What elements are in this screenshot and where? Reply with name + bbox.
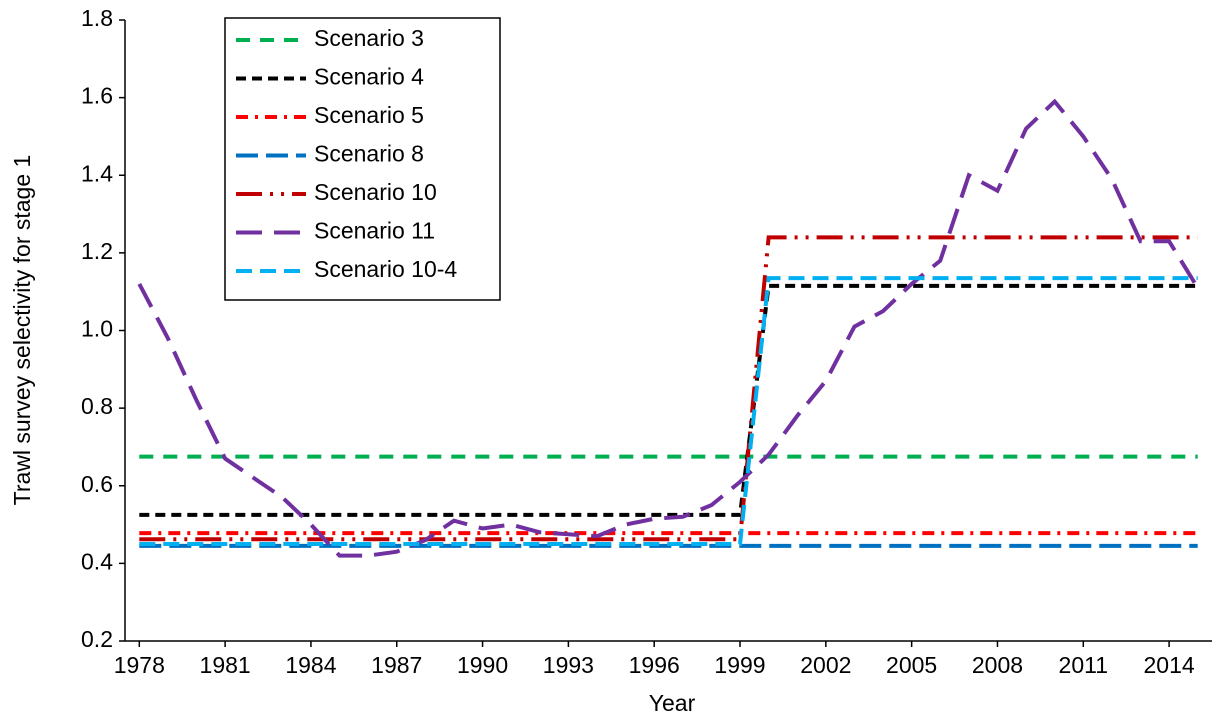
x-tick-label: 2011 [1059, 652, 1108, 678]
y-tick-label: 0.2 [81, 626, 113, 652]
series-line [139, 276, 1198, 546]
legend-label: Scenario 5 [314, 102, 424, 128]
x-tick-label: 2008 [972, 652, 1023, 678]
series-line [139, 283, 1198, 517]
series-line [137, 98, 1200, 558]
y-tick-label: 1.8 [81, 5, 113, 31]
x-axis-label: Year [649, 690, 696, 716]
x-tick-label: 1981 [200, 652, 251, 678]
legend-box [224, 17, 501, 301]
x-tick-label: 1993 [543, 652, 594, 678]
x-tick-label: 1996 [629, 652, 680, 678]
legend-label: Scenario 11 [314, 218, 435, 244]
legend-label: Scenario 10-4 [314, 256, 457, 282]
legend-label: Scenario 10 [314, 179, 437, 205]
x-tick-label: 2002 [800, 652, 851, 678]
y-tick-label: 0.4 [81, 548, 113, 574]
y-axis-label: Trawl survey selectivity for stage 1 [9, 155, 35, 506]
x-tick-label: 1999 [714, 652, 765, 678]
x-tick-label: 1987 [371, 652, 422, 678]
x-tick-label: 1984 [285, 652, 336, 678]
series-line [139, 235, 1198, 542]
legend-label: Scenario 8 [314, 141, 424, 167]
y-tick-label: 1.6 [81, 83, 113, 109]
x-tick-label: 1990 [457, 652, 508, 678]
legend-label: Scenario 3 [314, 25, 424, 51]
y-tick-label: 0.6 [81, 471, 113, 497]
legend-label: Scenario 4 [314, 64, 424, 90]
x-tick-label: 2005 [886, 652, 937, 678]
y-tick-label: 1.2 [81, 238, 113, 264]
y-tick-label: 1.4 [81, 160, 113, 186]
x-tick-label: 2014 [1144, 652, 1195, 678]
y-tick-label: 0.8 [81, 393, 113, 419]
y-tick-label: 1.0 [81, 316, 113, 342]
x-tick-label: 1978 [114, 652, 165, 678]
